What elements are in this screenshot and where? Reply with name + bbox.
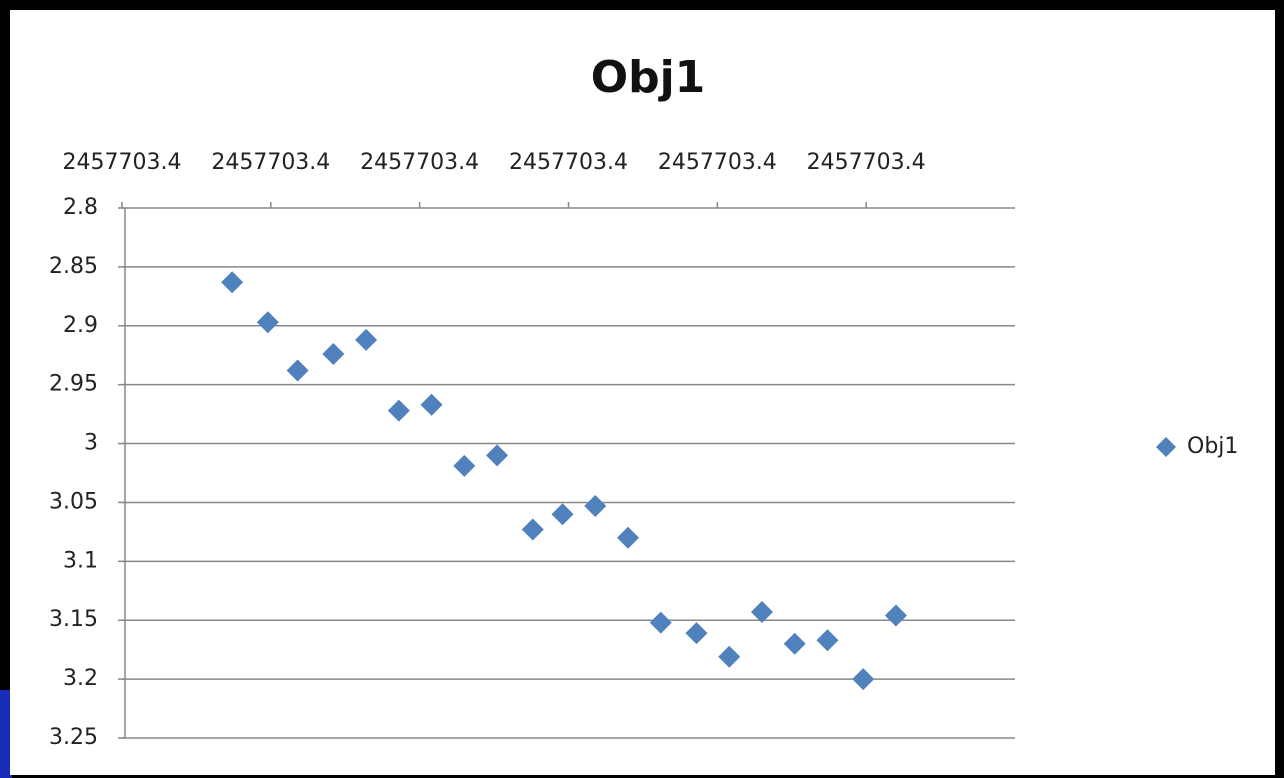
y-tick-label: 3.1	[63, 548, 98, 573]
x-tick-label: 2457703.4	[658, 150, 777, 175]
point	[685, 622, 708, 645]
point	[584, 494, 607, 517]
point	[256, 311, 279, 334]
y-tick-label: 2.95	[49, 372, 98, 397]
x-tick-label: 2457703.4	[63, 150, 182, 175]
point	[355, 328, 378, 351]
point	[783, 632, 806, 655]
point	[521, 518, 544, 541]
y-tick-label: 2.8	[63, 195, 98, 220]
chart-title: Obj1	[591, 52, 706, 103]
point	[551, 503, 574, 526]
point	[649, 611, 672, 634]
edge-decoration	[0, 690, 12, 778]
y-tick-label: 3.2	[63, 666, 98, 691]
point	[750, 600, 773, 623]
point	[617, 526, 640, 549]
point	[221, 271, 244, 294]
y-tick-label: 3.15	[49, 607, 98, 632]
point	[718, 645, 741, 668]
y-tick-label: 3	[84, 431, 98, 456]
point	[286, 359, 309, 382]
x-tick-label: 2457703.4	[509, 150, 628, 175]
y-tick-label: 2.85	[49, 254, 98, 279]
y-tick-label: 3.25	[49, 725, 98, 750]
y-tick-label: 2.9	[63, 313, 98, 338]
legend-marker	[1156, 437, 1176, 457]
x-tick-label: 2457703.4	[211, 150, 330, 175]
legend-label: Obj1	[1187, 434, 1238, 459]
point	[884, 604, 907, 627]
y-tick-label: 3.05	[49, 489, 98, 514]
point	[486, 444, 509, 467]
x-tick-label: 2457703.4	[807, 150, 926, 175]
point	[322, 343, 345, 366]
point	[420, 393, 443, 416]
chart-area	[10, 10, 1275, 775]
point	[387, 399, 410, 422]
point	[852, 668, 875, 691]
point	[453, 454, 476, 477]
x-tick-label: 2457703.4	[360, 150, 479, 175]
point	[816, 629, 839, 652]
